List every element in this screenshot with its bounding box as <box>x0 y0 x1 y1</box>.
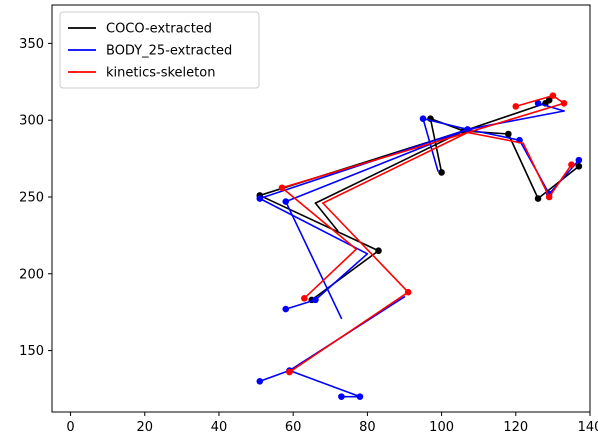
skeleton-segment <box>258 369 291 383</box>
legend-label: kinetics-skeleton <box>106 66 215 81</box>
x-tick-label: 20 <box>136 420 153 435</box>
joint-point <box>356 393 364 400</box>
skeleton-segment <box>281 186 358 250</box>
y-tick-label: 250 <box>19 190 44 205</box>
x-tick-label: 120 <box>503 420 528 435</box>
skeleton-segment <box>310 249 380 301</box>
skeleton-segment <box>466 131 525 145</box>
series-coco-extracted <box>256 96 583 304</box>
joint-point <box>256 195 264 202</box>
skeleton-segment <box>314 202 339 232</box>
joint-point <box>312 296 319 304</box>
skeleton-segment <box>303 248 358 300</box>
skeleton-segment <box>284 200 343 320</box>
joint-point <box>301 295 308 302</box>
joint-point <box>568 161 575 169</box>
skeleton-segment <box>548 163 573 198</box>
skeleton-segment <box>466 102 565 134</box>
skeleton-segment <box>284 299 317 310</box>
skeleton-segment <box>466 110 565 131</box>
skeleton-segment <box>463 102 547 132</box>
series-kinetics-skeleton <box>278 92 575 376</box>
joint-point <box>278 184 286 192</box>
plot-frame <box>51 4 591 413</box>
skeleton-segment <box>466 128 521 141</box>
joint-point <box>545 193 553 201</box>
x-tick-label: 0 <box>66 420 74 435</box>
y-tick-label: 300 <box>19 114 44 129</box>
x-tick-label: 80 <box>359 420 376 435</box>
legend: COCO-extracted BODY_25-extracted kinetics-… <box>59 11 260 89</box>
joint-point <box>575 162 583 170</box>
joint-point <box>282 198 290 205</box>
joint-point <box>419 115 427 122</box>
joint-point <box>286 368 293 376</box>
joint-point <box>575 156 583 164</box>
joint-point <box>464 126 471 133</box>
skeleton-segment <box>288 369 361 398</box>
joint-point <box>256 377 264 385</box>
joint-point <box>282 305 290 313</box>
axes: 0 20 40 60 80 100 120 140 150 200 250 300 350 <box>19 37 598 435</box>
joint-point <box>560 99 568 107</box>
skeleton-segment <box>429 117 443 174</box>
y-tick-label: 200 <box>19 267 44 282</box>
skeleton-segment <box>422 117 439 172</box>
joint-point <box>512 103 520 110</box>
series-body-25-extracted <box>256 99 583 400</box>
skeleton-segment <box>522 142 550 198</box>
joint-point <box>375 247 382 255</box>
skeleton-segment <box>314 130 465 204</box>
joint-point <box>338 393 345 400</box>
x-tick-label: 40 <box>211 420 228 435</box>
joint-point <box>534 99 542 107</box>
joint-point <box>545 96 553 104</box>
joint-point <box>404 288 412 296</box>
skeleton-segment <box>322 202 409 294</box>
legend-label: BODY_25-extracted <box>106 44 232 59</box>
joint-point <box>534 195 542 202</box>
skeleton-segment <box>314 253 369 301</box>
y-tick-label: 150 <box>19 344 44 359</box>
y-tick-label: 350 <box>19 37 44 52</box>
skeleton-segment <box>288 291 409 373</box>
skeleton-segment <box>507 133 539 200</box>
x-tick-label: 140 <box>578 420 598 435</box>
joint-point <box>505 130 512 138</box>
joint-point <box>549 92 557 99</box>
skeleton-segment <box>322 131 469 204</box>
skeleton-segment <box>514 94 554 108</box>
skeleton-segment <box>281 131 469 189</box>
series-layer <box>256 92 583 400</box>
legend-label: COCO-extracted <box>106 22 212 37</box>
x-tick-label: 100 <box>429 420 454 435</box>
x-tick-label: 60 <box>285 420 302 435</box>
skeleton-segment <box>422 117 469 131</box>
legend-box <box>59 11 260 89</box>
joint-point <box>438 169 445 176</box>
